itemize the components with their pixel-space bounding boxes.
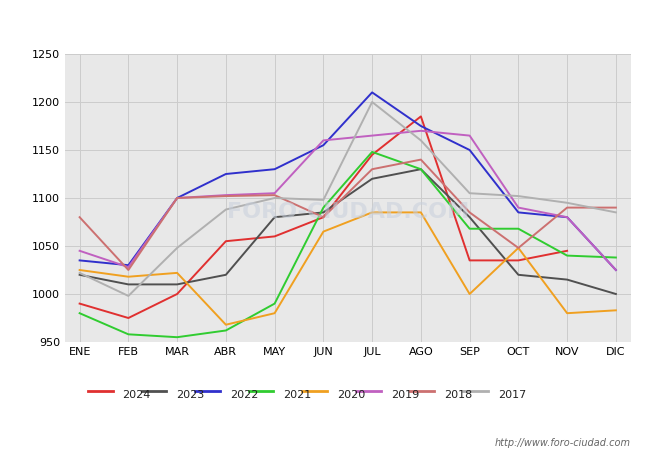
Text: 2021: 2021 <box>283 390 311 400</box>
Text: 2019: 2019 <box>391 390 419 400</box>
Text: 2018: 2018 <box>444 390 473 400</box>
Text: http://www.foro-ciudad.com: http://www.foro-ciudad.com <box>495 438 630 448</box>
Text: Afiliados en Hervás a 30/11/2024: Afiliados en Hervás a 30/11/2024 <box>176 11 474 29</box>
Text: 2020: 2020 <box>337 390 365 400</box>
Text: 2024: 2024 <box>122 390 151 400</box>
Text: 2017: 2017 <box>498 390 526 400</box>
Text: 2022: 2022 <box>229 390 258 400</box>
Text: FORO-CIUDAD.COM: FORO-CIUDAD.COM <box>227 202 469 222</box>
Text: 2023: 2023 <box>176 390 204 400</box>
